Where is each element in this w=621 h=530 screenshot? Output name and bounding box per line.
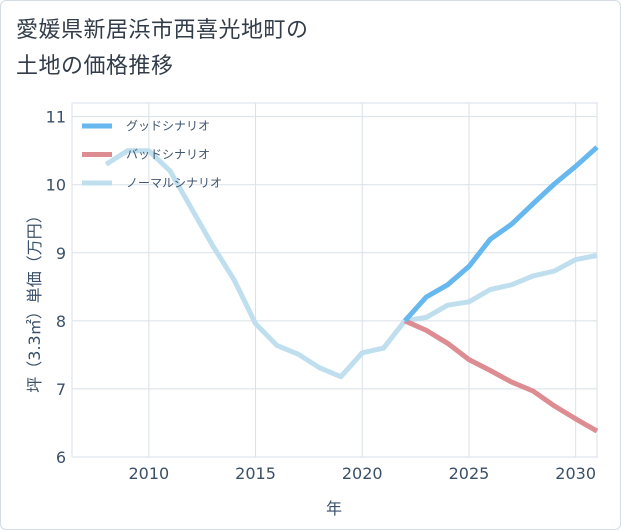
- series-line-0: [403, 145, 599, 323]
- y-tick-label: 11: [46, 108, 66, 127]
- y-tick-label: 8: [56, 312, 66, 331]
- series-lines: [104, 145, 599, 434]
- y-tick-label: 7: [56, 380, 66, 399]
- grid-lines: [72, 103, 597, 458]
- series-line-2: [104, 148, 598, 380]
- x-tick-label: 2025: [449, 464, 490, 483]
- legend-label-2: ノーマルシナリオ: [126, 176, 222, 190]
- x-axis-title: 年: [326, 499, 342, 518]
- y-axis-title: 坪（3.3㎡）単価（万円）: [25, 207, 44, 392]
- x-tick-label: 2030: [555, 464, 596, 483]
- x-tick-label: 2020: [342, 464, 383, 483]
- y-tick-label: 9: [56, 244, 66, 263]
- chart-title: 愛媛県新居浜市西喜光地町の 土地の価格推移: [16, 18, 309, 79]
- legend-label-1: バッドシナリオ: [126, 148, 210, 162]
- series-line-1: [403, 318, 599, 434]
- x-tick-labels: 2010 2015 2020 2025 2030: [128, 464, 596, 483]
- y-tick-labels: 6 7 8 9 10 11: [46, 108, 66, 467]
- x-tick-label: 2010: [128, 464, 169, 483]
- legend-label-0: グッドシナリオ: [126, 119, 210, 133]
- y-tick-label: 10: [46, 176, 66, 195]
- y-tick-label: 6: [56, 448, 66, 467]
- x-tick-label: 2015: [235, 464, 276, 483]
